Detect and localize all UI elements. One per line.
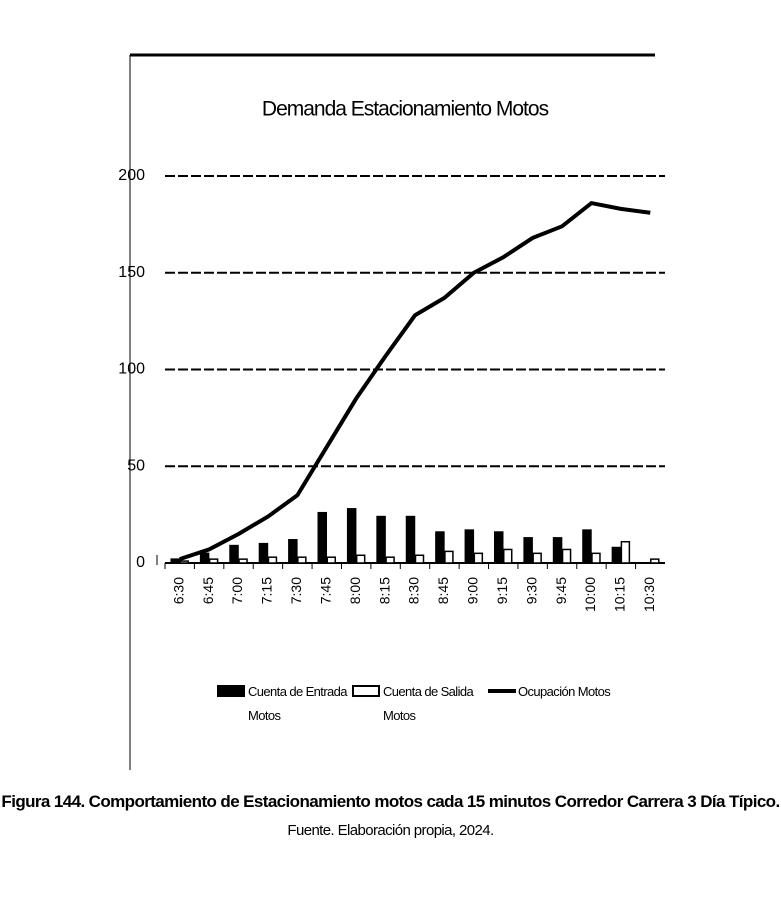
- bar: [355, 554, 366, 564]
- x-tick-label: 9:15: [494, 577, 510, 604]
- bar: [414, 554, 425, 564]
- bar: [258, 542, 269, 564]
- x-tick-label: 8:30: [406, 577, 422, 604]
- x-tick-label: 10:15: [612, 577, 628, 612]
- bar: [523, 537, 533, 564]
- x-tick-label: 7:00: [229, 577, 245, 604]
- bar: [444, 550, 454, 564]
- bar: [582, 529, 592, 564]
- bar: [199, 552, 210, 564]
- x-tick-label: 7:15: [259, 577, 275, 604]
- bar: [464, 529, 475, 564]
- legend-swatch: [217, 685, 245, 697]
- bar: [376, 515, 386, 564]
- x-tick-label: 8:15: [376, 577, 392, 604]
- x-tick-label: 9:45: [553, 577, 569, 604]
- x-tick-label: 8:45: [435, 577, 451, 604]
- y-tick-label: 200: [118, 167, 145, 184]
- bar: [346, 508, 357, 564]
- x-tick-label: 6:30: [170, 577, 186, 604]
- bar: [267, 556, 278, 564]
- bar: [435, 531, 445, 564]
- source: Fuente. Elaboración propia, 2024.: [287, 822, 494, 839]
- x-tick-label: 7:30: [288, 577, 304, 604]
- x-tick-label: 7:45: [317, 577, 333, 604]
- y-tick-label: 100: [118, 361, 145, 378]
- bar: [620, 540, 631, 564]
- bar: [405, 515, 416, 564]
- bar: [532, 552, 542, 564]
- bar: [385, 556, 395, 564]
- x-tick-label: 9:00: [465, 577, 481, 604]
- bar: [208, 558, 219, 564]
- y-tick-label: 0: [136, 554, 145, 571]
- bar: [502, 548, 513, 564]
- bar: [297, 556, 307, 564]
- bar: [179, 560, 189, 564]
- bar: [229, 544, 239, 564]
- x-tick-label: 8:00: [347, 577, 363, 604]
- bar: [650, 558, 660, 564]
- bar: [552, 537, 563, 564]
- bar: [170, 558, 180, 564]
- y-tick-label: 150: [118, 264, 145, 281]
- bar: [611, 546, 622, 564]
- legend-label: Cuenta de Salida Motos: [383, 684, 474, 723]
- x-tick-label: 6:45: [200, 577, 216, 604]
- bar: [473, 552, 484, 564]
- x-tick-label: 9:30: [523, 577, 539, 604]
- bar: [591, 552, 601, 564]
- x-tick-label: 10:30: [641, 577, 657, 612]
- x-tick-label: 10:00: [582, 577, 598, 612]
- legend-swatch: [352, 685, 380, 697]
- bar: [493, 531, 504, 564]
- chart-title: Demanda Estacionamiento Motos: [262, 98, 549, 121]
- bar: [317, 511, 328, 564]
- bar: [238, 558, 248, 564]
- legend-label: Ocupación Motos: [518, 684, 611, 699]
- bar: [326, 556, 337, 564]
- caption: Figura 144. Comportamiento de Estacionam…: [1, 792, 780, 811]
- y-tick-label: 50: [127, 457, 145, 474]
- legend-label: Cuenta de Entrada Motos: [248, 684, 348, 723]
- bar: [561, 548, 572, 564]
- line: [179, 200, 651, 562]
- bar: [288, 539, 298, 564]
